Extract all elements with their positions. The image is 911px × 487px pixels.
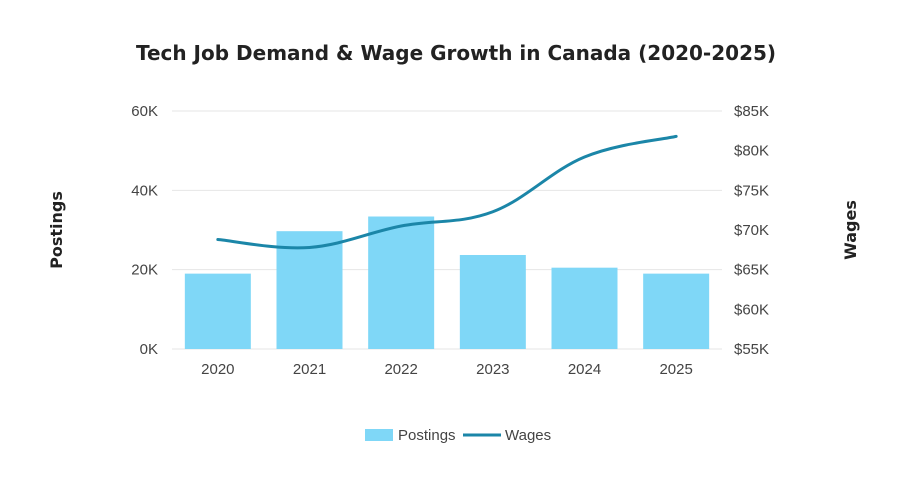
- chart-title: Tech Job Demand & Wage Growth in Canada …: [136, 41, 776, 65]
- bar-postings-2024: [551, 267, 618, 349]
- x-tick-label: 2022: [384, 361, 417, 378]
- right-tick-label: $55K: [734, 341, 769, 358]
- left-axis-title: Postings: [47, 191, 66, 269]
- legend-postings-label: Postings: [398, 427, 456, 444]
- legend-wages-label: Wages: [505, 427, 551, 444]
- right-tick-label: $70K: [734, 222, 769, 239]
- bar-postings-2025: [643, 273, 710, 349]
- x-tick-label: 2021: [293, 361, 326, 378]
- legend-postings-swatch: [365, 429, 393, 441]
- right-tick-label: $85K: [734, 103, 769, 120]
- right-tick-label: $65K: [734, 262, 769, 279]
- left-tick-label: 40K: [131, 182, 158, 199]
- left-tick-label: 0K: [140, 341, 158, 358]
- right-tick-label: $60K: [734, 301, 769, 318]
- legend: Postings Wages: [365, 427, 551, 444]
- bar-postings-2022: [368, 216, 435, 349]
- bar-postings-2020: [184, 273, 251, 349]
- bar-postings-2021: [276, 231, 343, 349]
- bars-group: [184, 216, 710, 349]
- right-axis-ticks: $55K $60K $65K $70K $75K $80K $85K: [734, 103, 769, 358]
- grid-lines: [172, 110, 722, 350]
- left-tick-label: 60K: [131, 103, 158, 120]
- bar-postings-2023: [459, 254, 526, 349]
- left-axis-ticks: 0K 20K 40K 60K: [131, 103, 158, 358]
- x-tick-label: 2020: [201, 361, 234, 378]
- x-tick-label: 2025: [659, 361, 692, 378]
- x-tick-label: 2023: [476, 361, 509, 378]
- wages-line: [216, 134, 678, 250]
- x-tick-label: 2024: [568, 361, 601, 378]
- wages-line-group: [216, 134, 678, 250]
- right-axis-title: Wages: [841, 200, 860, 260]
- x-axis-ticks: 2020 2021 2022 2023 2024 2025: [201, 361, 693, 378]
- left-tick-label: 20K: [131, 262, 158, 279]
- right-tick-label: $80K: [734, 143, 769, 160]
- right-tick-label: $75K: [734, 182, 769, 199]
